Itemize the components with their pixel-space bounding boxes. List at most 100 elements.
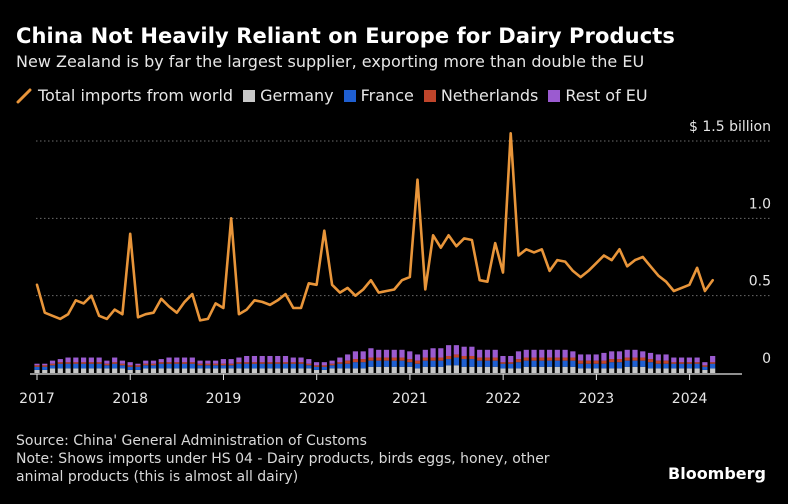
bar-segment: [376, 357, 382, 361]
bar-segment: [220, 368, 226, 373]
bar-segment: [73, 363, 79, 369]
bar-segment: [282, 362, 289, 364]
bar-segment: [104, 363, 110, 366]
bar-segment: [484, 360, 491, 367]
bar-segment: [484, 357, 491, 361]
x-tick-label: 2024: [672, 391, 708, 407]
bar-segment: [220, 363, 226, 366]
bar-segment: [298, 357, 304, 363]
x-tick-label: 2023: [579, 391, 615, 407]
bar-segment: [360, 368, 366, 373]
bar-segment: [42, 369, 48, 373]
bar-segment: [275, 368, 281, 373]
bar-segment: [508, 368, 514, 373]
bar-segment: [150, 368, 157, 373]
bar-segment: [65, 368, 71, 373]
bar-segment: [609, 359, 615, 363]
bar-segment: [80, 368, 87, 373]
bar-segment: [461, 359, 467, 367]
bar-segment: [616, 368, 623, 373]
bar-segment: [422, 357, 428, 361]
legend-item-total: Total imports from world: [16, 86, 233, 105]
bar-segment: [647, 362, 654, 369]
bar-segment: [259, 362, 265, 364]
bar-segment: [554, 349, 560, 358]
source-note: Source: China' General Administration of…: [16, 433, 367, 449]
bar-segment: [275, 363, 281, 369]
bar-segment: [290, 363, 296, 369]
bar-segment: [539, 357, 545, 361]
legend-label-france: France: [360, 86, 414, 105]
bar-segment: [228, 363, 234, 366]
bar-segment: [205, 365, 211, 369]
bar-segment: [399, 349, 405, 358]
bar-segment: [143, 365, 149, 369]
bar-segment: [593, 368, 599, 373]
bar-segment: [267, 368, 273, 373]
bar-segment: [585, 360, 591, 364]
bar-segment: [112, 357, 118, 363]
bar-segment: [368, 348, 374, 358]
bar-segment: [554, 366, 560, 373]
bar-segment: [34, 366, 40, 370]
bar-segment: [484, 349, 491, 358]
legend-label-netherlands: Netherlands: [440, 86, 539, 105]
bar-segment: [601, 352, 607, 361]
bar-segment: [34, 365, 40, 367]
bar-segment: [414, 354, 421, 361]
bar-segment: [453, 365, 459, 373]
bar-segment: [453, 345, 459, 355]
bar-segment: [469, 359, 475, 367]
bar-segment: [469, 366, 475, 373]
bar-segment: [461, 366, 467, 373]
bar-segment: [422, 366, 428, 373]
bar-segment: [593, 354, 599, 361]
bar-segment: [391, 357, 397, 361]
bar-segment: [632, 366, 638, 373]
bar-segment: [710, 363, 716, 369]
line-swatch-icon: [16, 88, 32, 103]
bar-segment: [282, 363, 289, 369]
bar-segment: [663, 368, 669, 373]
bar-segment: [321, 369, 327, 373]
bar-segment: [368, 366, 374, 373]
bar-segment: [515, 362, 522, 369]
bar-segment: [244, 355, 250, 363]
bar-segment: [65, 363, 71, 369]
bar-segment: [500, 368, 506, 373]
bar-segment: [119, 360, 126, 364]
bar-segment: [671, 362, 677, 364]
bar-segment: [290, 357, 296, 363]
x-tick-label: 2022: [485, 391, 521, 407]
bar-segment: [686, 362, 692, 364]
bar-segment: [158, 363, 164, 369]
bar-segment: [376, 349, 382, 358]
bar-segment: [492, 349, 498, 358]
bar-segment: [275, 362, 281, 364]
bar-segment: [655, 368, 661, 373]
bar-segment: [531, 357, 537, 361]
bar-segment: [655, 360, 661, 364]
bar-segment: [500, 355, 506, 363]
bar-segment: [143, 368, 149, 373]
bar-segment: [236, 357, 242, 363]
bar-segment: [376, 360, 382, 367]
bar-segment: [80, 357, 87, 363]
bar-segment: [197, 365, 203, 369]
bar-segment: [453, 354, 459, 358]
bar-segment: [34, 363, 40, 366]
bar-segment: [352, 368, 359, 373]
bar-segment: [632, 357, 638, 361]
bar-segment: [407, 362, 413, 367]
bar-segment: [438, 348, 444, 358]
bar-segment: [275, 355, 281, 363]
y-tick-label: 1.0: [749, 196, 771, 212]
bar-segment: [329, 365, 335, 369]
bar-segment: [174, 362, 180, 364]
bar-segment: [213, 365, 219, 369]
bar-segment: [609, 368, 615, 373]
bar-segment: [244, 363, 250, 369]
bar-segment: [321, 365, 327, 367]
x-tick-label: 2021: [392, 391, 428, 407]
bar-segment: [104, 368, 110, 373]
